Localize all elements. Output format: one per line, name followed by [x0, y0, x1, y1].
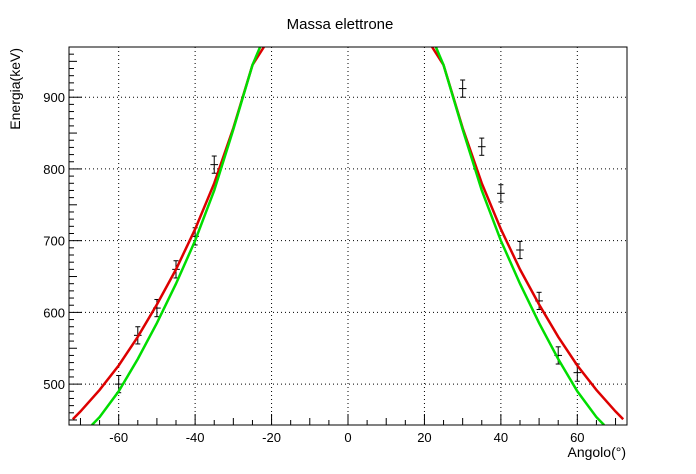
curve-green-branch — [434, 47, 605, 425]
x-tick-label: 60 — [570, 430, 584, 445]
data-point — [458, 79, 467, 98]
x-tick-label: 0 — [344, 430, 351, 445]
y-tick-label: 700 — [43, 234, 65, 249]
data-point — [210, 155, 219, 174]
x-tick-label: 20 — [417, 430, 431, 445]
data-point — [497, 184, 505, 203]
data-point — [477, 137, 486, 156]
ticks-layer: -60 -40 -20 0 20 40 60 500 600 700 800 900 — [43, 46, 617, 445]
y-tick-label: 800 — [43, 162, 65, 177]
y-tick-label: 500 — [43, 377, 65, 392]
y-tick-label: 600 — [43, 305, 65, 320]
x-tick-label: 40 — [494, 430, 508, 445]
x-tick-label: -60 — [109, 430, 128, 445]
data-point — [516, 240, 524, 260]
chart-title: Massa elettrone — [287, 16, 394, 33]
x-tick-label: -20 — [262, 430, 281, 445]
x-tick-label: -40 — [186, 430, 205, 445]
y-axis-label: Energia(keV) — [7, 48, 23, 130]
x-axis-label: Angolo(°) — [567, 444, 626, 460]
y-tick-label: 900 — [43, 90, 65, 105]
curve-green-branch — [91, 47, 262, 425]
series-layer — [71, 47, 625, 425]
